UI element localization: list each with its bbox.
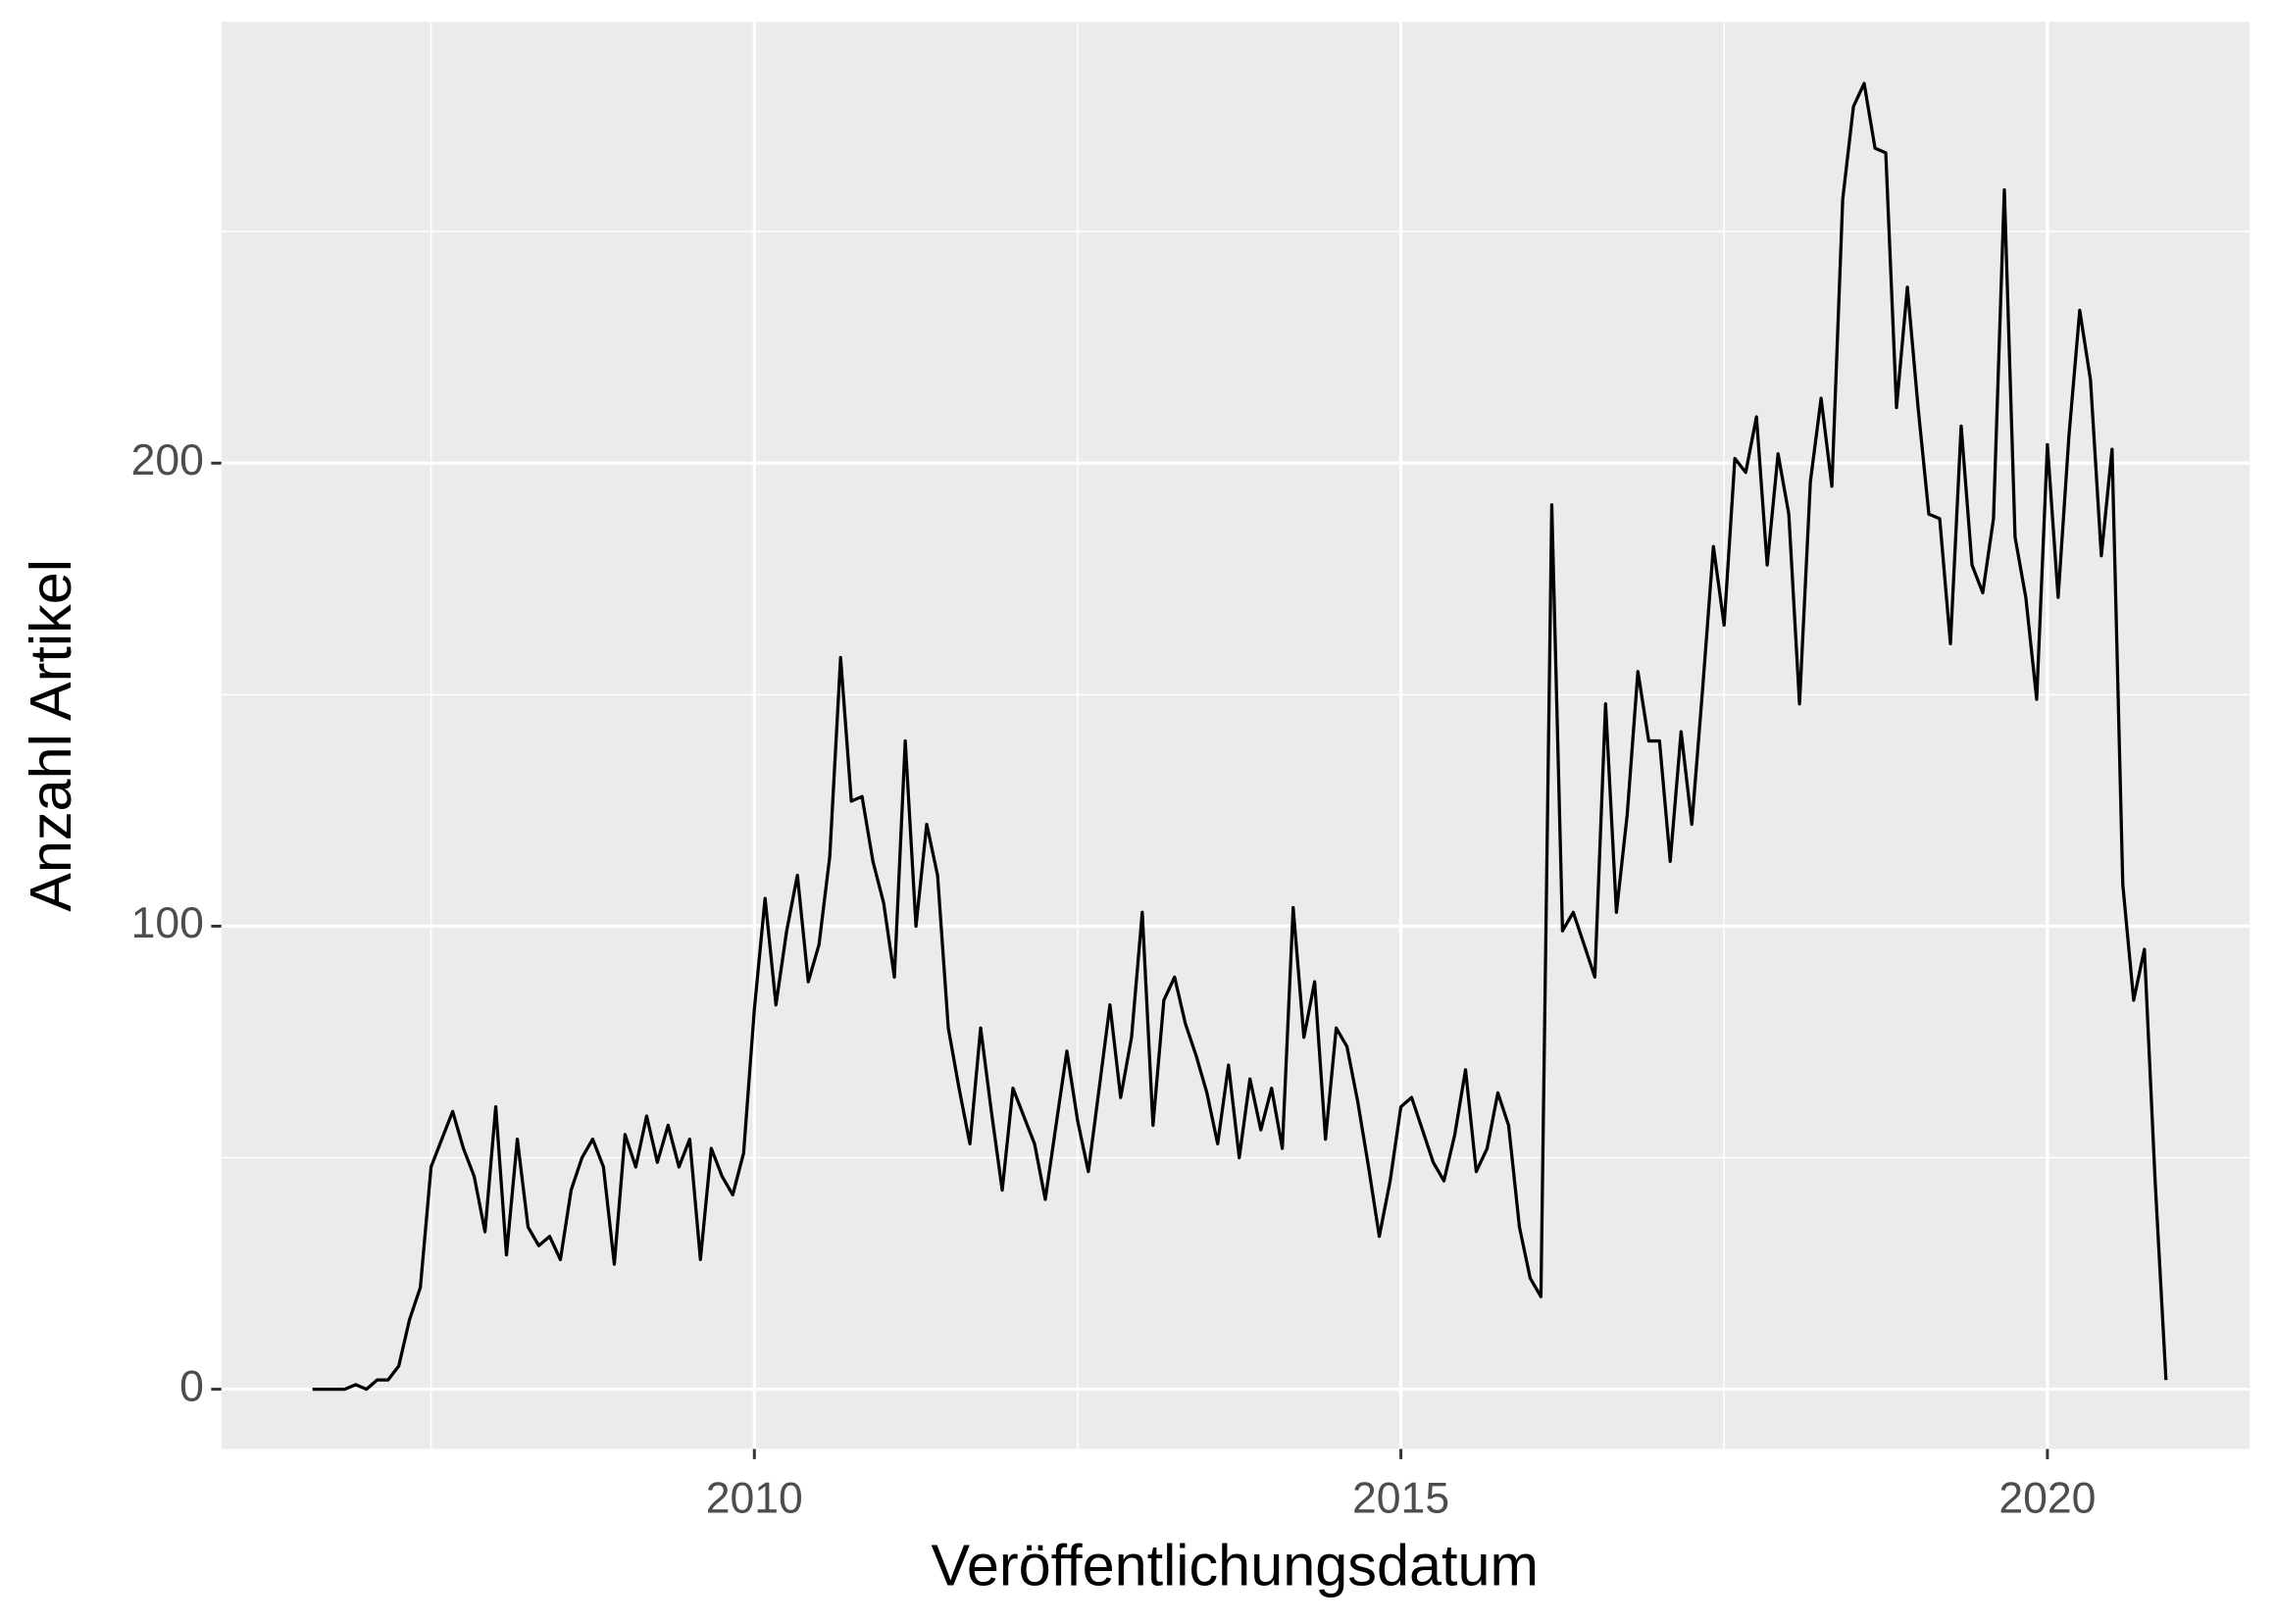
x-tick-label: 2010: [706, 1475, 803, 1523]
panel: [221, 22, 2251, 1449]
x-tick-label: 2015: [1352, 1475, 1449, 1523]
y-tick-label: 0: [179, 1362, 204, 1410]
y-tick-label: 100: [131, 899, 204, 947]
y-axis-title: Anzahl Artikel: [18, 559, 83, 912]
x-tick-label: 2020: [1998, 1475, 2096, 1523]
data-line: [312, 81, 2168, 1392]
x-axis-title: Veröffentlichungsdatum: [932, 1532, 1539, 1598]
y-tick-label: 200: [131, 436, 204, 484]
